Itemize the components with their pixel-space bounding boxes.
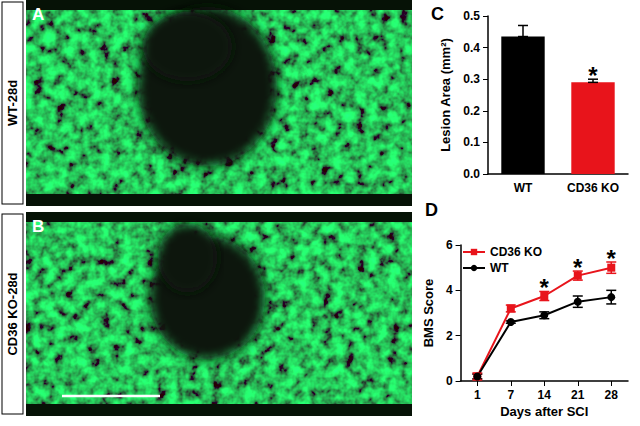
svg-text:7: 7 <box>507 388 514 402</box>
svg-text:28: 28 <box>605 388 619 402</box>
svg-text:CD36 KO: CD36 KO <box>490 245 542 259</box>
svg-text:2: 2 <box>446 329 453 343</box>
svg-text:*: * <box>540 274 550 301</box>
svg-text:14: 14 <box>538 388 552 402</box>
svg-text:A: A <box>32 5 44 24</box>
svg-text:0.4: 0.4 <box>463 41 480 55</box>
svg-text:0.2: 0.2 <box>463 104 480 118</box>
svg-text:WT: WT <box>514 181 533 195</box>
svg-text:*: * <box>607 245 617 272</box>
svg-text:Days after SCI: Days after SCI <box>500 404 588 419</box>
svg-text:C: C <box>431 4 444 24</box>
svg-text:*: * <box>588 62 598 89</box>
svg-text:0: 0 <box>446 374 453 388</box>
svg-text:0.3: 0.3 <box>463 72 480 86</box>
svg-text:BMS Score: BMS Score <box>421 279 436 348</box>
svg-text:CD36 KO-28d: CD36 KO-28d <box>5 272 20 355</box>
svg-text:B: B <box>32 217 44 236</box>
svg-text:6: 6 <box>446 238 453 252</box>
svg-text:0.5: 0.5 <box>463 9 480 23</box>
svg-text:*: * <box>573 254 583 281</box>
svg-text:CD36 KO: CD36 KO <box>567 181 619 195</box>
svg-text:0.1: 0.1 <box>463 135 480 149</box>
svg-text:21: 21 <box>571 388 585 402</box>
svg-text:Lesion Area (mm²): Lesion Area (mm²) <box>438 38 453 152</box>
svg-text:4: 4 <box>446 283 453 297</box>
svg-text:D: D <box>425 200 438 220</box>
svg-text:WT-28d: WT-28d <box>5 80 20 126</box>
svg-text:WT: WT <box>490 261 509 275</box>
svg-text:0.0: 0.0 <box>463 167 480 181</box>
svg-text:1: 1 <box>474 388 481 402</box>
